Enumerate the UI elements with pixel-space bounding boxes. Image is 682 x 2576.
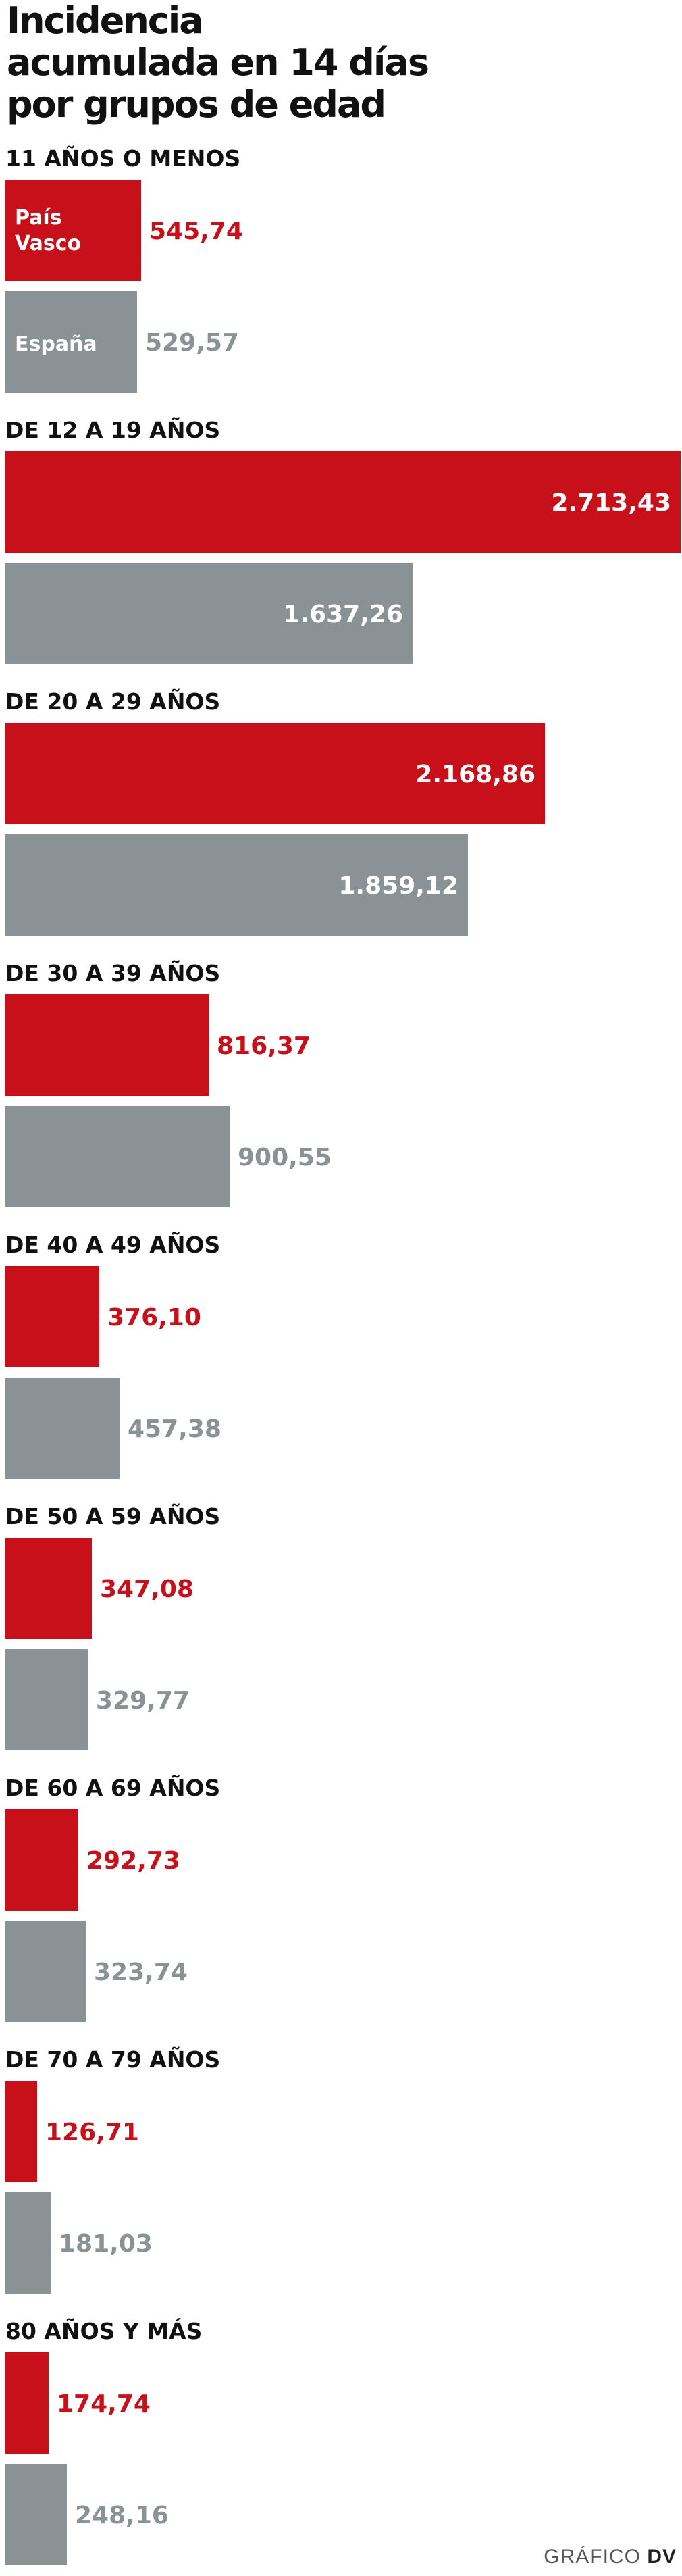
value-label-espana: 248,16 <box>75 2502 169 2529</box>
value-label-espana: 323,74 <box>94 1959 188 1986</box>
value-label-pais-vasco: 816,37 <box>217 1032 311 1060</box>
legend-label: España <box>15 332 97 356</box>
chart-title: Incidencia acumulada en 14 días por grup… <box>7 0 429 126</box>
group-label: DE 12 A 19 AÑOS <box>5 416 220 443</box>
legend-label: País Vasco <box>15 206 81 255</box>
value-label-espana: 1.859,12 <box>338 872 458 900</box>
value-label-espana: 529,57 <box>145 329 239 357</box>
group-label: DE 20 A 29 AÑOS <box>5 688 220 715</box>
bar-espana <box>5 2464 67 2565</box>
value-label-espana: 1.637,26 <box>283 601 403 628</box>
group-label: 80 AÑOS Y MÁS <box>5 2317 202 2344</box>
value-label-pais-vasco: 2.713,43 <box>551 489 671 517</box>
value-label-pais-vasco: 2.168,86 <box>415 761 535 788</box>
value-label-pais-vasco: 174,74 <box>57 2390 151 2418</box>
credit-prefix: GRÁFICO <box>544 2546 641 2568</box>
bar-espana <box>5 1378 120 1479</box>
group-label: 11 AÑOS O MENOS <box>5 145 240 172</box>
bar-pais-vasco <box>5 2081 37 2182</box>
group-label: DE 50 A 59 AÑOS <box>5 1502 220 1530</box>
value-label-pais-vasco: 545,74 <box>149 218 243 245</box>
bar-espana <box>5 563 413 664</box>
value-label-pais-vasco: 376,10 <box>107 1304 201 1332</box>
credit-brand: DV <box>647 2546 677 2568</box>
value-label-espana: 457,38 <box>128 1415 221 1443</box>
bar-espana <box>5 1921 86 2022</box>
bar-pais-vasco <box>5 1538 92 1639</box>
value-label-espana: 329,77 <box>96 1687 190 1715</box>
bar-pais-vasco <box>5 1809 78 1911</box>
value-label-pais-vasco: 347,08 <box>100 1575 194 1603</box>
group-label: DE 40 A 49 AÑOS <box>5 1231 220 1258</box>
bar-espana <box>5 2192 51 2294</box>
group-label: DE 30 A 39 AÑOS <box>5 959 220 986</box>
bar-pais-vasco <box>5 1266 99 1367</box>
bar-espana <box>5 1106 230 1207</box>
group-label: DE 70 A 79 AÑOS <box>5 2046 220 2073</box>
bar-pais-vasco <box>5 994 209 1096</box>
bar-espana <box>5 291 137 393</box>
bar-pais-vasco <box>5 2352 49 2454</box>
footer-credit: GRÁFICO DV <box>544 2546 677 2569</box>
value-label-pais-vasco: 126,71 <box>45 2119 139 2146</box>
bar-pais-vasco <box>5 180 141 281</box>
value-label-espana: 900,55 <box>238 1144 332 1171</box>
bar-pais-vasco <box>5 723 545 824</box>
bar-espana <box>5 834 468 936</box>
value-label-espana: 181,03 <box>59 2230 153 2258</box>
bar-pais-vasco <box>5 451 681 553</box>
bar-espana <box>5 1649 88 1750</box>
group-label: DE 60 A 69 AÑOS <box>5 1774 220 1801</box>
value-label-pais-vasco: 292,73 <box>86 1847 180 1875</box>
